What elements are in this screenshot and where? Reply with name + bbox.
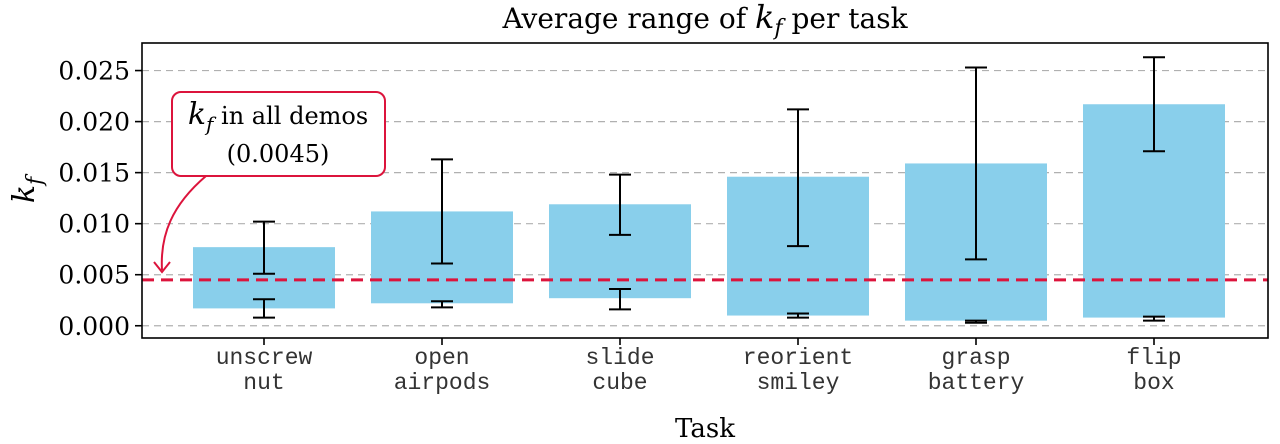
x-axis-label: Task xyxy=(675,414,735,444)
x-ticks: unscrew nut open airpods slide cube reorient sm… xyxy=(216,338,1182,396)
x-tick-label-line: airpods xyxy=(394,370,491,396)
y-tick-label: 0.025 xyxy=(58,57,130,86)
annotation-text: in all demos xyxy=(213,102,368,130)
y-tick-label: 0.005 xyxy=(58,261,130,290)
annotation-symbol: k xyxy=(188,97,206,132)
x-tick-label-line: open xyxy=(414,345,469,371)
x-tick-label-line: slide xyxy=(585,345,654,371)
annotation: kf in all demos (0.0045) xyxy=(153,91,386,274)
plot-frame xyxy=(141,42,1269,339)
x-tick-label: slide cube xyxy=(585,345,654,396)
x-tick-label-line: flip xyxy=(1126,345,1181,371)
error-bar xyxy=(431,158,453,265)
x-tick-label-line: unscrew xyxy=(216,345,313,371)
y-axis-label-symbol: k xyxy=(7,185,42,203)
x-tick-label-line: cube xyxy=(592,370,647,396)
x-tick-label: unscrew nut xyxy=(216,345,313,396)
x-tick-label-line: box xyxy=(1133,370,1174,396)
x-tick-label-line: grasp xyxy=(941,345,1010,371)
chart-title-prefix: Average range of xyxy=(501,2,755,35)
error-bar xyxy=(431,300,453,309)
error-bar xyxy=(1143,56,1165,153)
error-bar xyxy=(609,288,631,311)
x-tick-label-line: reorient xyxy=(743,345,853,371)
error-bar xyxy=(1143,315,1165,322)
annotation-value: (0.0045) xyxy=(227,140,330,168)
error-bar xyxy=(787,312,809,319)
y-tick-label: 0.015 xyxy=(58,159,130,188)
error-bar xyxy=(965,66,987,261)
error-bar xyxy=(253,298,275,319)
y-tick-label: 0.010 xyxy=(58,210,130,239)
y-ticks: 0.000 0.005 0.010 0.015 0.020 0.025 xyxy=(58,57,142,341)
x-tick-label: open airpods xyxy=(394,345,491,396)
x-tick-label: reorient smiley xyxy=(743,345,853,396)
annotation-box xyxy=(171,91,386,177)
annotation-arrowhead xyxy=(153,261,171,274)
error-bar xyxy=(965,319,987,324)
x-tick-label: flip box xyxy=(1126,345,1181,396)
error-bar xyxy=(609,173,631,236)
gridlines xyxy=(142,69,1268,327)
annotation-arrow xyxy=(160,175,207,271)
y-axis-label-subscript: f xyxy=(23,173,48,187)
error-bar xyxy=(253,220,275,275)
y-tick-label: 0.000 xyxy=(58,312,130,341)
chart-title-symbol: k xyxy=(755,0,774,36)
chart-title: Average range of kf per task xyxy=(501,0,908,41)
x-tick-label-line: smiley xyxy=(757,370,840,396)
y-axis-label: kf xyxy=(7,173,48,203)
error-bars xyxy=(253,56,1165,324)
x-tick-label: grasp battery xyxy=(928,345,1025,396)
y-tick-label: 0.020 xyxy=(58,108,130,137)
annotation-line-1: kf in all demos xyxy=(188,97,368,136)
chart-title-suffix: per task xyxy=(783,2,909,35)
error-bar xyxy=(787,108,809,248)
x-tick-label-line: battery xyxy=(928,370,1025,396)
x-tick-label-line: nut xyxy=(243,370,284,396)
